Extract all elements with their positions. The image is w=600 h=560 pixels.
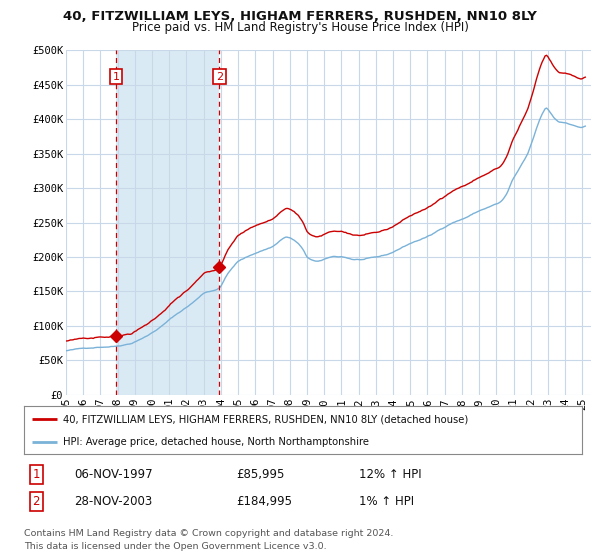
Bar xyxy=(116,50,220,395)
Text: 40, FITZWILLIAM LEYS, HIGHAM FERRERS, RUSHDEN, NN10 8LY: 40, FITZWILLIAM LEYS, HIGHAM FERRERS, RU… xyxy=(63,10,537,23)
Text: 12% ↑ HPI: 12% ↑ HPI xyxy=(359,468,421,481)
Text: Price paid vs. HM Land Registry's House Price Index (HPI): Price paid vs. HM Land Registry's House … xyxy=(131,21,469,34)
Text: 40, FITZWILLIAM LEYS, HIGHAM FERRERS, RUSHDEN, NN10 8LY (detached house): 40, FITZWILLIAM LEYS, HIGHAM FERRERS, RU… xyxy=(63,414,469,424)
Text: 28-NOV-2003: 28-NOV-2003 xyxy=(74,495,152,508)
Text: 1% ↑ HPI: 1% ↑ HPI xyxy=(359,495,414,508)
Text: £184,995: £184,995 xyxy=(236,495,292,508)
Text: HPI: Average price, detached house, North Northamptonshire: HPI: Average price, detached house, Nort… xyxy=(63,437,369,447)
Text: 1: 1 xyxy=(32,468,40,481)
Text: 06-NOV-1997: 06-NOV-1997 xyxy=(74,468,153,481)
Text: 2: 2 xyxy=(32,495,40,508)
Text: Contains HM Land Registry data © Crown copyright and database right 2024.
This d: Contains HM Land Registry data © Crown c… xyxy=(24,529,394,550)
Text: 1: 1 xyxy=(113,72,120,82)
Text: £85,995: £85,995 xyxy=(236,468,284,481)
Text: 2: 2 xyxy=(216,72,223,82)
